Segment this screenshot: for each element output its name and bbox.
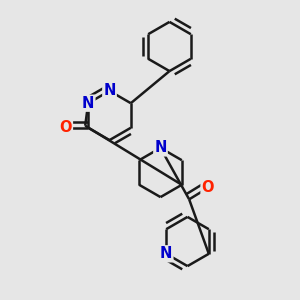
Text: O: O (59, 120, 72, 135)
Text: N: N (82, 96, 94, 111)
Text: O: O (202, 180, 214, 196)
Text: N: N (160, 246, 172, 261)
Text: N: N (103, 83, 116, 98)
Text: N: N (154, 140, 167, 155)
